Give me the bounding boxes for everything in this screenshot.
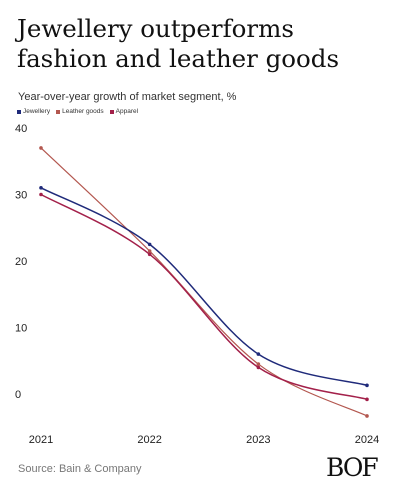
x-tick-label-2023: 2023 bbox=[246, 434, 270, 446]
legend: Jewellery Leather goods Apparel bbox=[17, 108, 138, 115]
series-line-apparel bbox=[40, 193, 368, 401]
data-point-apparel-2021 bbox=[39, 192, 43, 197]
source-note: Source: Bain & Company bbox=[18, 463, 142, 475]
legend-item-jewellery: Jewellery bbox=[17, 108, 50, 115]
legend-label-leather-goods: Leather goods bbox=[62, 108, 104, 115]
series-line-jewellery bbox=[40, 187, 368, 387]
y-tick-label-10: 10 bbox=[15, 323, 27, 335]
x-tick-label-2022: 2022 bbox=[137, 434, 161, 446]
data-point-jewellery-2021 bbox=[39, 186, 43, 190]
x-tick-label-2021: 2021 bbox=[29, 434, 53, 446]
y-tick-label-20: 20 bbox=[15, 256, 27, 268]
y-tick-label-40: 40 bbox=[15, 123, 27, 135]
chart-title: Jewellery outperforms fashion and leathe… bbox=[17, 14, 340, 73]
data-point-leather-goods-2024 bbox=[365, 414, 369, 418]
data-point-jewellery-2022 bbox=[147, 242, 152, 247]
data-point-jewellery-2023 bbox=[256, 352, 261, 356]
data-point-leather-goods-2023 bbox=[256, 362, 261, 366]
bof-logo: BOF bbox=[326, 453, 379, 482]
legend-swatch-apparel bbox=[109, 109, 114, 114]
data-point-leather-goods-2022 bbox=[147, 249, 152, 253]
y-tick-label-0: 0 bbox=[15, 389, 21, 401]
data-point-apparel-2022 bbox=[147, 252, 152, 257]
data-point-apparel-2024 bbox=[365, 397, 369, 402]
chart-subtitle: Year-over-year growth of market segment,… bbox=[18, 91, 237, 103]
y-tick-label-30: 30 bbox=[15, 190, 27, 202]
legend-swatch-leather-goods bbox=[56, 109, 61, 114]
data-point-jewellery-2024 bbox=[365, 383, 369, 388]
legend-swatch-jewellery bbox=[17, 109, 21, 114]
legend-label-apparel: Apparel bbox=[115, 108, 139, 115]
legend-item-apparel: Apparel bbox=[109, 108, 139, 115]
legend-item-leather-goods: Leather goods bbox=[56, 108, 104, 115]
legend-label-jewellery: Jewellery bbox=[23, 108, 51, 115]
x-tick-label-2024: 2024 bbox=[355, 434, 379, 446]
data-point-leather-goods-2021 bbox=[39, 146, 43, 150]
data-point-apparel-2023 bbox=[256, 365, 261, 370]
series-line-leather-goods bbox=[40, 147, 368, 417]
